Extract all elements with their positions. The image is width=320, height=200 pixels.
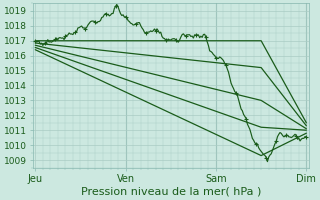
X-axis label: Pression niveau de la mer( hPa ): Pression niveau de la mer( hPa ) [81,187,261,197]
